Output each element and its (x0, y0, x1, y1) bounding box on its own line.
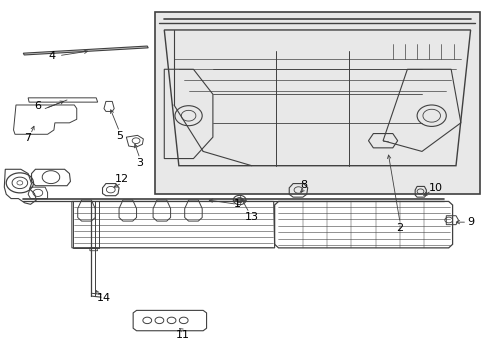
Text: 6: 6 (34, 102, 41, 111)
Text: 8: 8 (300, 180, 307, 190)
Text: 5: 5 (116, 131, 123, 141)
Text: 13: 13 (244, 212, 258, 222)
Text: 7: 7 (24, 133, 32, 143)
Text: 12: 12 (115, 174, 129, 184)
Text: 1: 1 (233, 199, 240, 209)
Text: 3: 3 (136, 158, 143, 168)
Polygon shape (23, 46, 148, 55)
Text: 4: 4 (48, 51, 56, 61)
Text: 11: 11 (175, 330, 189, 340)
Text: 10: 10 (427, 183, 442, 193)
Text: 2: 2 (396, 223, 403, 233)
Text: 9: 9 (467, 217, 474, 227)
Bar (154, 12, 479, 194)
Text: 14: 14 (96, 293, 110, 303)
